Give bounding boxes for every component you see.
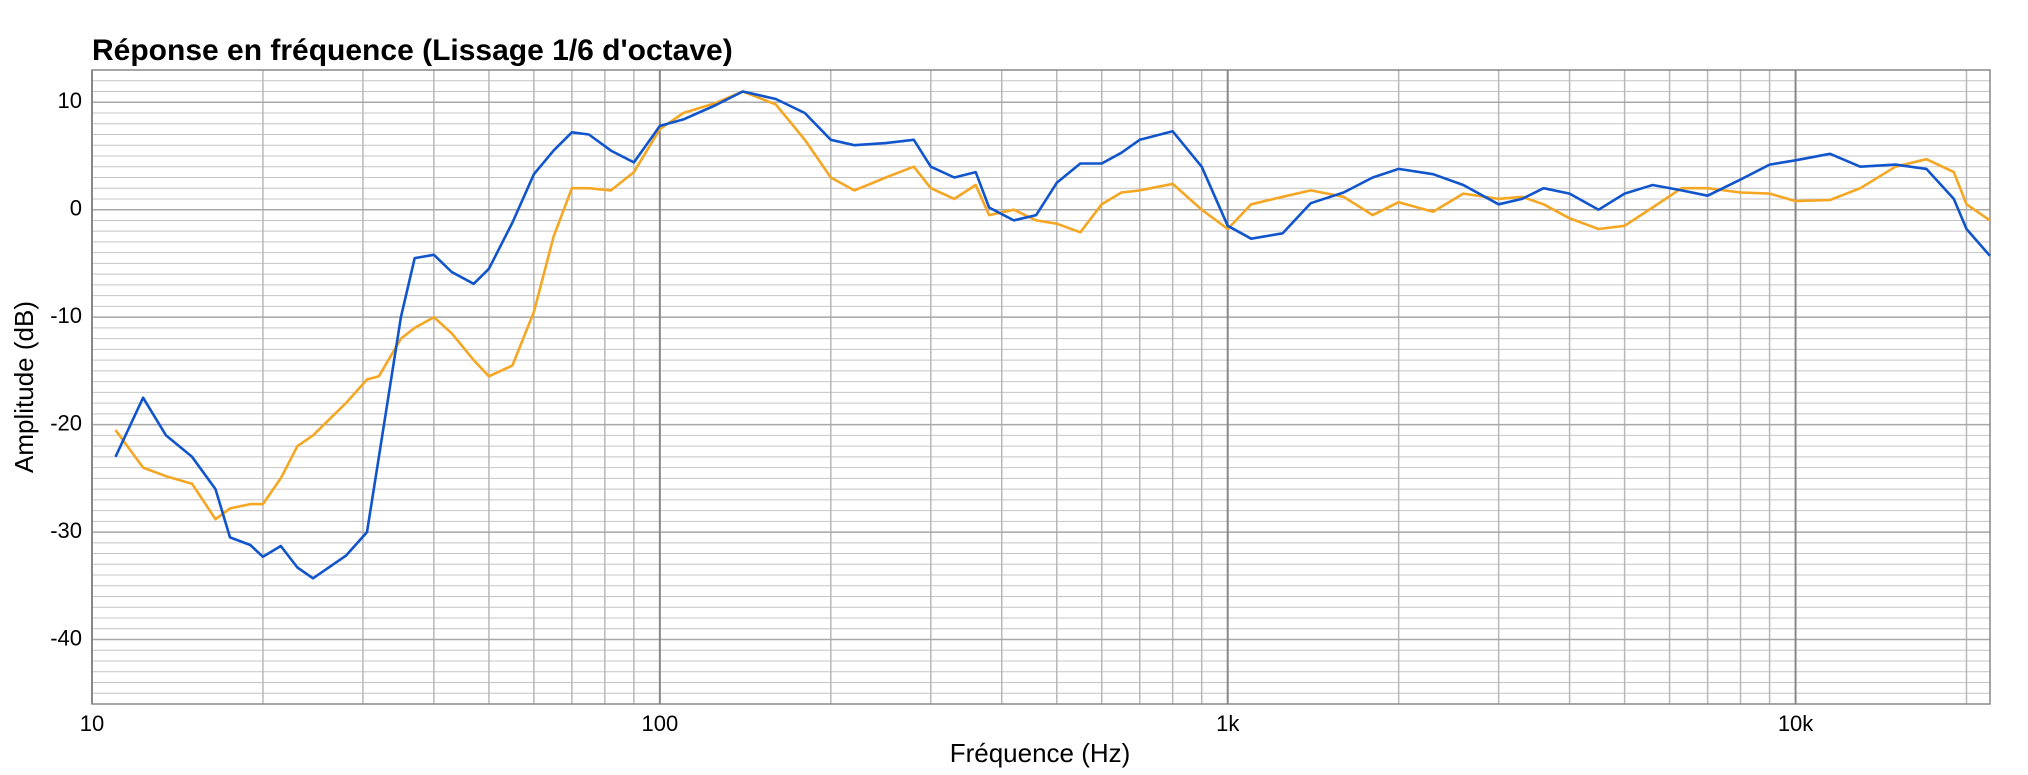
plot-frame	[91, 69, 1991, 705]
x-tick-label: 10k	[1778, 711, 1814, 736]
x-tick-label: 1k	[1216, 711, 1240, 736]
x-axis-title: Fréquence (Hz)	[950, 738, 1131, 768]
y-tick-label: -30	[50, 518, 82, 543]
series-line	[114, 90, 1991, 580]
y-tick-label: 0	[70, 196, 82, 221]
series-line	[114, 90, 1991, 521]
y-tick-label: 10	[58, 88, 82, 113]
y-tick-label: -20	[50, 410, 82, 435]
y-tick-label: -10	[50, 303, 82, 328]
y-tick-label: -40	[50, 625, 82, 650]
x-tick-label: 100	[641, 711, 678, 736]
y-axis-title: Amplitude (dB)	[9, 301, 39, 473]
x-tick-label: 10	[80, 711, 104, 736]
chart-title: Réponse en fréquence (Lissage 1/6 d'octa…	[92, 34, 733, 67]
